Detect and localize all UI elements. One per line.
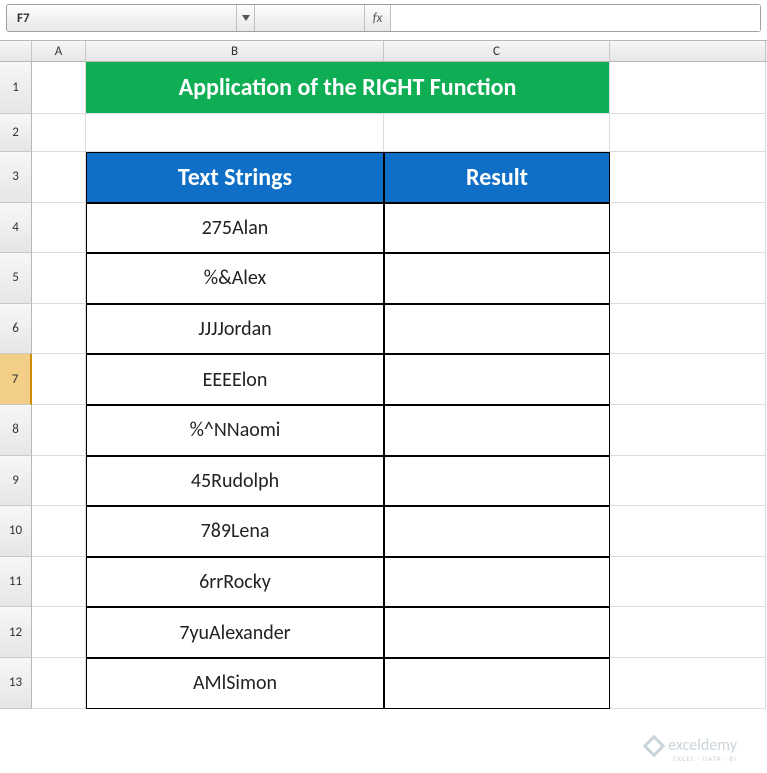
cell-D12[interactable] xyxy=(610,607,766,658)
cell-C5[interactable] xyxy=(384,253,610,304)
row-header-2[interactable]: 2 xyxy=(0,114,32,152)
cell-B9[interactable]: 45Rudolph xyxy=(86,456,384,507)
col-header-empty[interactable] xyxy=(610,41,766,61)
cell-D5[interactable] xyxy=(610,253,766,304)
cell-A1[interactable] xyxy=(32,62,86,114)
cell-B7[interactable]: EEEElon xyxy=(86,354,384,405)
cell-D9[interactable] xyxy=(610,456,766,507)
row-6: 6 JJJJordan xyxy=(0,304,767,355)
cell-C8[interactable] xyxy=(384,405,610,456)
cell-C12[interactable] xyxy=(384,607,610,658)
row-header-12[interactable]: 12 xyxy=(0,607,32,658)
name-box[interactable]: F7 xyxy=(7,5,237,31)
row-11: 11 6rrRocky xyxy=(0,557,767,608)
cell-C11[interactable] xyxy=(384,557,610,608)
row-2: 2 xyxy=(0,114,767,152)
row-13: 13 AMlSimon xyxy=(0,658,767,709)
cell-D13[interactable] xyxy=(610,658,766,709)
name-box-dropdown-icon[interactable] xyxy=(237,5,255,31)
cell-D1[interactable] xyxy=(610,62,766,114)
cell-D2[interactable] xyxy=(610,114,766,152)
cell-D4[interactable] xyxy=(610,203,766,254)
cell-C2[interactable] xyxy=(384,114,610,152)
row-header-3[interactable]: 3 xyxy=(0,152,32,203)
row-header-11[interactable]: 11 xyxy=(0,557,32,608)
cell-C6[interactable] xyxy=(384,304,610,355)
row-header-10[interactable]: 10 xyxy=(0,506,32,557)
cell-B13[interactable]: AMlSimon xyxy=(86,658,384,709)
cell-A6[interactable] xyxy=(32,304,86,355)
cell-C9[interactable] xyxy=(384,456,610,507)
cell-B10[interactable]: 789Lena xyxy=(86,506,384,557)
cell-A8[interactable] xyxy=(32,405,86,456)
watermark-logo-icon xyxy=(643,734,666,757)
title-cell[interactable]: Application of the RIGHT Function xyxy=(86,62,610,114)
row-7: 7 EEEElon xyxy=(0,354,767,405)
cell-A2[interactable] xyxy=(32,114,86,152)
row-8: 8 %^NNaomi xyxy=(0,405,767,456)
cell-C10[interactable] xyxy=(384,506,610,557)
cell-C13[interactable] xyxy=(384,658,610,709)
cell-B4[interactable]: 275Alan xyxy=(86,203,384,254)
cell-D11[interactable] xyxy=(610,557,766,608)
cell-B6[interactable]: JJJJordan xyxy=(86,304,384,355)
row-12: 12 7yuAlexander xyxy=(0,607,767,658)
cell-A10[interactable] xyxy=(32,506,86,557)
header-result[interactable]: Result xyxy=(384,152,610,203)
cell-B12[interactable]: 7yuAlexander xyxy=(86,607,384,658)
row-header-1[interactable]: 1 xyxy=(0,62,32,114)
row-header-4[interactable]: 4 xyxy=(0,203,32,254)
row-header-13[interactable]: 13 xyxy=(0,658,32,709)
cell-C7[interactable] xyxy=(384,354,610,405)
column-headers: A B C xyxy=(0,40,767,62)
cell-A7[interactable] xyxy=(32,354,86,405)
grid-rows: 1 Application of the RIGHT Function 2 3 … xyxy=(0,62,767,709)
cell-D10[interactable] xyxy=(610,506,766,557)
cell-A13[interactable] xyxy=(32,658,86,709)
col-header-A[interactable]: A xyxy=(32,41,86,61)
row-header-8[interactable]: 8 xyxy=(0,405,32,456)
cell-C4[interactable] xyxy=(384,203,610,254)
cell-D3[interactable] xyxy=(610,152,766,203)
formula-bar-input[interactable] xyxy=(391,5,760,31)
cell-A4[interactable] xyxy=(32,203,86,254)
row-10: 10 789Lena xyxy=(0,506,767,557)
name-box-bar: F7 fx xyxy=(6,4,761,32)
row-3: 3 Text Strings Result xyxy=(0,152,767,203)
cell-D8[interactable] xyxy=(610,405,766,456)
cell-A9[interactable] xyxy=(32,456,86,507)
select-all-corner[interactable] xyxy=(0,41,32,61)
cell-A3[interactable] xyxy=(32,152,86,203)
formula-bar-spacer xyxy=(255,5,365,31)
cell-B2[interactable] xyxy=(86,114,384,152)
row-5: 5 %&Alex xyxy=(0,253,767,304)
cell-B11[interactable]: 6rrRocky xyxy=(86,557,384,608)
col-header-C[interactable]: C xyxy=(384,41,610,61)
worksheet-grid: A B C 1 Application of the RIGHT Functio… xyxy=(0,40,767,709)
col-header-B[interactable]: B xyxy=(86,41,384,61)
cell-A12[interactable] xyxy=(32,607,86,658)
watermark-text: exceldemy xyxy=(668,736,737,755)
row-9: 9 45Rudolph xyxy=(0,456,767,507)
row-header-7[interactable]: 7 xyxy=(0,354,32,405)
cell-D6[interactable] xyxy=(610,304,766,355)
row-header-5[interactable]: 5 xyxy=(0,253,32,304)
row-4: 4 275Alan xyxy=(0,203,767,254)
row-1: 1 Application of the RIGHT Function xyxy=(0,62,767,114)
row-header-6[interactable]: 6 xyxy=(0,304,32,355)
fx-icon[interactable]: fx xyxy=(365,5,391,31)
cell-D7[interactable] xyxy=(610,354,766,405)
watermark-subtext: EXCEL · DATA · BI xyxy=(673,754,737,763)
watermark: exceldemy EXCEL · DATA · BI xyxy=(646,736,737,755)
cell-A11[interactable] xyxy=(32,557,86,608)
cell-B8[interactable]: %^NNaomi xyxy=(86,405,384,456)
header-text-strings[interactable]: Text Strings xyxy=(86,152,384,203)
cell-A5[interactable] xyxy=(32,253,86,304)
cell-B5[interactable]: %&Alex xyxy=(86,253,384,304)
row-header-9[interactable]: 9 xyxy=(0,456,32,507)
